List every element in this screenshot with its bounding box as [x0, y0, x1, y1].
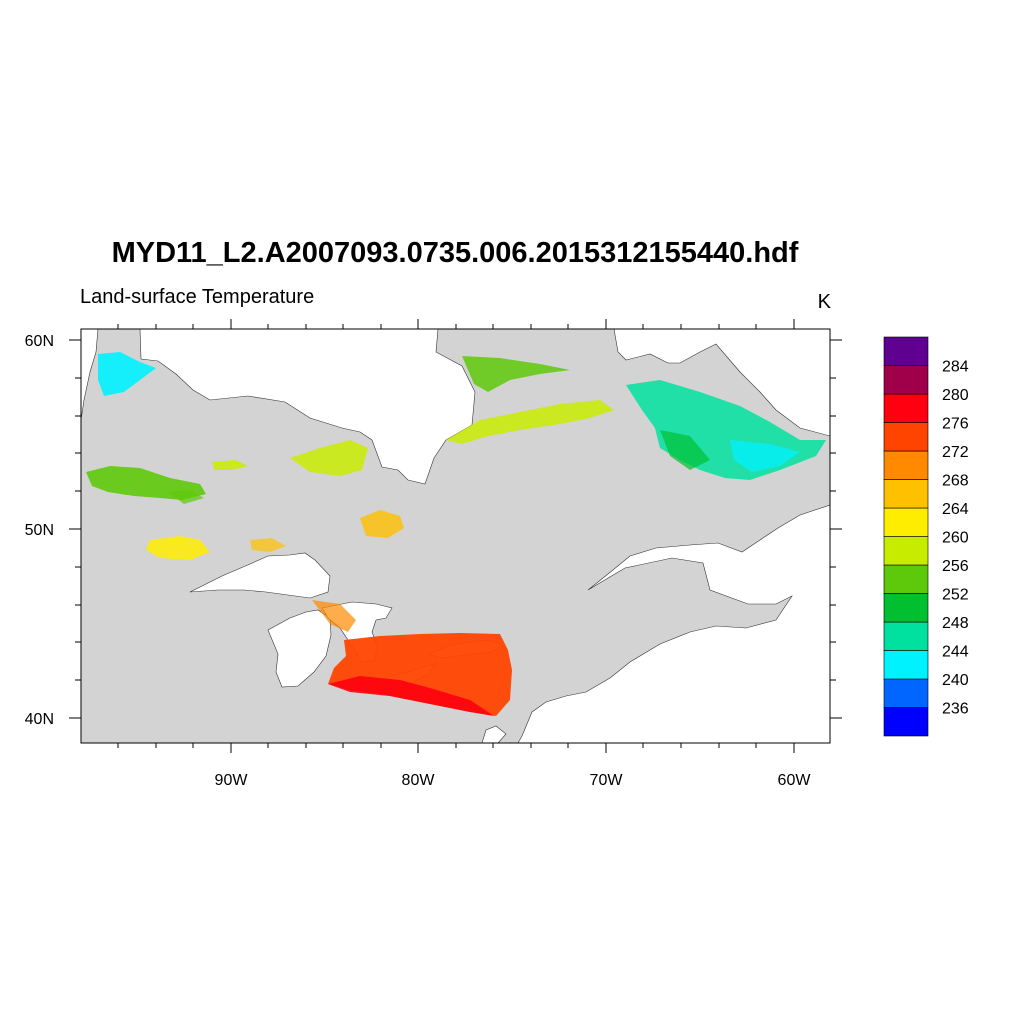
lst-hudson-bay-strip	[212, 460, 248, 470]
colorbar-box	[883, 593, 929, 623]
lst-southern-ontario-hot	[328, 676, 494, 716]
lst-ungava-west	[462, 356, 570, 392]
map-ticks	[69, 319, 842, 753]
map-panel: 90W 80W 70W 60W 60N 50N 40N	[25, 319, 842, 789]
colorbar-label: 284	[942, 359, 969, 376]
colorbar-box	[883, 621, 929, 651]
x-tick-label: 60W	[778, 772, 812, 789]
atlantic-southeast	[481, 725, 507, 743]
lake-michigan	[267, 609, 332, 688]
lst-quebec-band	[446, 400, 614, 444]
y-tick-label: 40N	[25, 711, 54, 728]
lst-nw-cyan	[98, 352, 156, 396]
hudson-bay	[139, 329, 476, 485]
colorbar-label: 268	[942, 473, 969, 490]
temperature-field	[86, 352, 826, 716]
y-axis-labels: 60N 50N 40N	[25, 333, 54, 728]
lst-southern-ontario	[328, 633, 512, 716]
saint-lawrence-gulf	[517, 504, 830, 743]
lst-ontario-yellow	[360, 510, 404, 538]
colorbar-box	[883, 650, 929, 680]
colorbar-label: 244	[942, 644, 969, 661]
north-shore-water	[81, 329, 99, 421]
colorbar-box	[883, 678, 929, 708]
colorbar-box	[883, 422, 929, 452]
north-coast-inlet	[613, 329, 830, 437]
x-tick-label: 70W	[590, 772, 624, 789]
colorbar-box	[883, 450, 929, 480]
colorbar-label: 260	[942, 530, 969, 547]
lst-labrador-green	[660, 430, 710, 470]
colorbar-label: 264	[942, 501, 969, 518]
left-subtitle: Land-surface Temperature	[80, 286, 314, 308]
lake-superior	[189, 552, 331, 599]
colorbar-box	[883, 393, 929, 423]
colorbar-label: 236	[942, 701, 969, 718]
units-label: K	[818, 291, 832, 313]
colorbar-label: 240	[942, 672, 969, 689]
colorbar-label: 280	[942, 387, 969, 404]
colorbar-label: 272	[942, 444, 969, 461]
lst-huron-shore	[312, 600, 356, 632]
x-axis-labels: 90W 80W 70W 60W	[215, 772, 812, 789]
colorbar-box	[883, 707, 929, 737]
colorbar-box	[883, 536, 929, 566]
y-tick-label: 50N	[25, 522, 54, 539]
x-tick-label: 90W	[215, 772, 249, 789]
colorbar-label: 252	[942, 587, 969, 604]
lst-mid-green	[168, 490, 204, 504]
lst-superior-north	[250, 538, 286, 552]
colorbar-box	[883, 479, 929, 509]
colorbar-box	[883, 365, 929, 395]
lst-nw-ontario-yellowgreen	[290, 440, 368, 476]
water-bodies	[81, 329, 830, 743]
colorbar-label: 256	[942, 558, 969, 575]
colorbar-box	[883, 564, 929, 594]
colorbar-box	[883, 507, 929, 537]
y-tick-label: 60N	[25, 333, 54, 350]
lst-nw-ontario-yellow	[146, 536, 210, 560]
colorbar: 236 240 244 248 252 256 260 264 268 272 276 280 284	[883, 336, 969, 737]
colorbar-label: 248	[942, 615, 969, 632]
colorbar-box	[883, 336, 929, 366]
x-tick-label: 80W	[402, 772, 436, 789]
lst-labrador-cold	[730, 440, 800, 472]
figure-title: MYD11_L2.A2007093.0735.006.2015312155440…	[112, 237, 799, 269]
colorbar-label: 276	[942, 416, 969, 433]
